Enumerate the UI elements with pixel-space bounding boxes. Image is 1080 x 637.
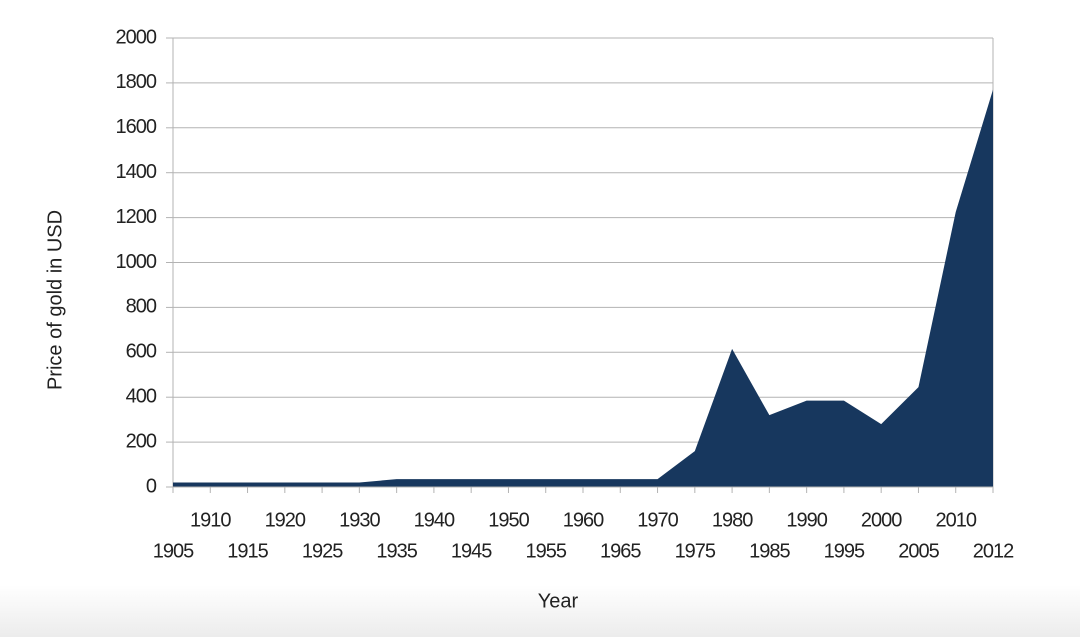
x-tick-label: 1985	[749, 540, 790, 562]
x-tick-label: 2005	[898, 540, 939, 562]
x-tick-label: 1965	[600, 540, 641, 562]
y-tick-label: 800	[126, 296, 157, 318]
x-tick-label: 1950	[488, 509, 529, 531]
y-tick-label: 1800	[116, 71, 157, 93]
x-tick-label: 2010	[935, 509, 976, 531]
x-tick-label: 1955	[525, 540, 566, 562]
x-tick-label: 1910	[190, 509, 231, 531]
x-tick-label: 1920	[265, 509, 306, 531]
x-tick-label: 1905	[153, 540, 194, 562]
area	[173, 89, 993, 487]
y-axis-title: Price of gold in USD	[44, 210, 66, 390]
background-fade	[0, 585, 1080, 637]
x-tick-label: 1915	[227, 540, 268, 562]
y-tick-label: 0	[146, 475, 157, 497]
x-tick-label: 2000	[861, 509, 902, 531]
x-tick-label: 2012	[973, 540, 1014, 562]
y-tick-label: 1400	[116, 161, 157, 183]
y-tick-label: 2000	[116, 26, 157, 48]
x-tick-label: 1990	[786, 509, 827, 531]
x-tick-label: 1980	[712, 509, 753, 531]
x-tick-label: 1970	[637, 509, 678, 531]
y-tick-label: 200	[126, 430, 157, 452]
x-tick-label: 1945	[451, 540, 492, 562]
y-tick-label: 600	[126, 341, 157, 363]
y-tick-label: 1000	[116, 251, 157, 273]
y-tick-label: 1200	[116, 206, 157, 228]
x-tick-label: 1960	[563, 509, 604, 531]
x-tick-label: 1935	[376, 540, 417, 562]
x-axis-title: Year	[538, 590, 579, 612]
y-tick-label: 400	[126, 385, 157, 407]
x-tick-label: 1975	[675, 540, 716, 562]
x-tick-label: 1930	[339, 509, 380, 531]
x-tick-label: 1940	[414, 509, 455, 531]
x-tick-label: 1925	[302, 540, 343, 562]
y-tick-label: 1600	[116, 116, 157, 138]
x-tick-label: 1995	[824, 540, 865, 562]
